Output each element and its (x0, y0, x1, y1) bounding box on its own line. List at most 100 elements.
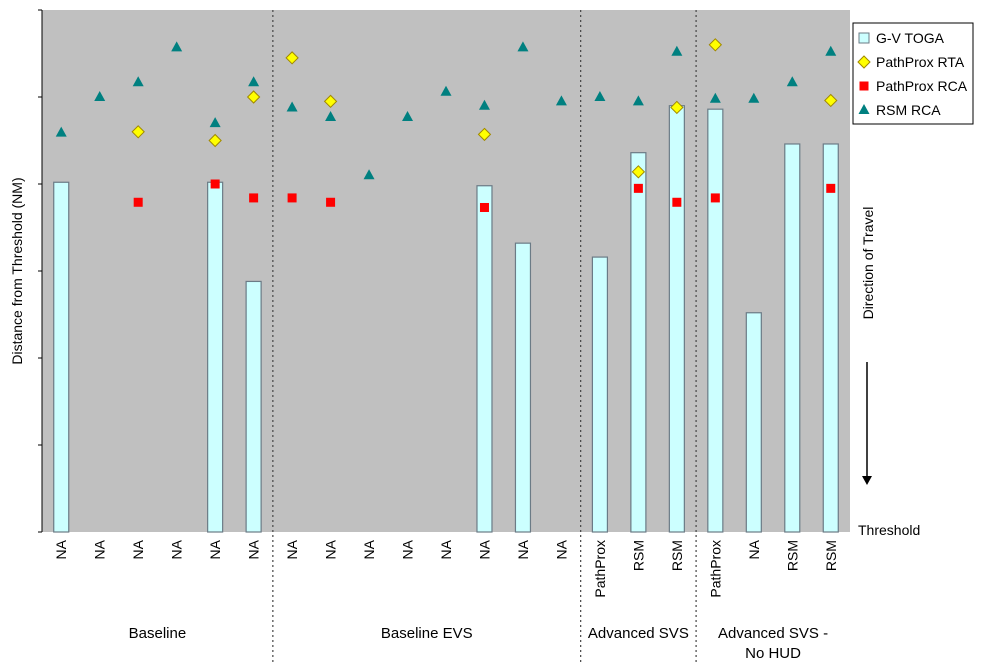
rsm-rca-point (671, 45, 683, 56)
x-tick-label: NA (130, 539, 146, 559)
legend-label: G-V TOGA (876, 30, 945, 46)
rsm-rca-point (248, 76, 260, 87)
x-tick-label: NA (207, 539, 223, 559)
group-dividers (272, 10, 697, 662)
rsm-rca-point (94, 91, 106, 101)
rsm-rca-point (286, 101, 298, 112)
rsm-rca-point (132, 76, 144, 87)
pathprox-rta-point (208, 133, 222, 148)
pathprox-rta-point (477, 127, 492, 142)
direction-of-travel-label: Direction of Travel (860, 207, 876, 320)
bar (668, 105, 685, 533)
bar (591, 256, 609, 533)
x-tick-label: NA (746, 539, 762, 559)
pathprox-rca-point (633, 183, 643, 193)
x-tick-label: NA (438, 539, 454, 559)
pathprox-rca-point (249, 193, 259, 203)
legend-swatch-diamond (857, 55, 871, 69)
direction-arrow-icon (862, 476, 872, 485)
group-label: Advanced SVS - No HUD (718, 625, 828, 662)
x-tick-label: NA (553, 539, 569, 559)
group-label-line: Baseline (129, 625, 187, 642)
group-label: Baseline (129, 625, 187, 642)
legend-swatch-square (859, 81, 869, 91)
rsm-rca-point (709, 92, 721, 103)
bar (784, 143, 801, 533)
group-label-line: Advanced SVS - (718, 625, 828, 642)
rsm-rca-point (209, 117, 221, 128)
bar-series (53, 105, 839, 533)
y-axis-title: Distance from Threshold (NM) (9, 177, 25, 364)
pathprox-rca-point (479, 202, 489, 212)
legend-swatch-triangle (858, 104, 870, 114)
legend-swatch-bar (858, 32, 870, 44)
x-tick-label: NA (246, 539, 262, 559)
x-tick-label: RSM (669, 540, 685, 571)
rsm-rca-point (517, 41, 529, 52)
bar (476, 185, 493, 533)
legend: G-V TOGA PathProx RTA PathProx RCA RSM RCA (852, 22, 974, 125)
group-label: Baseline EVS (381, 625, 473, 642)
group-label-line: Baseline EVS (381, 625, 473, 642)
bar (53, 181, 70, 533)
pathprox-rta-point (323, 94, 338, 109)
rsm-rca-point (594, 91, 606, 101)
bar (245, 280, 262, 533)
rsm-rca-point (325, 111, 337, 122)
pathprox-rta-point (670, 100, 684, 115)
pathprox-rca-point (710, 193, 720, 203)
pathprox-rta-point (631, 165, 646, 179)
threshold-label: Threshold (858, 522, 920, 538)
x-tick-label: NA (515, 539, 531, 559)
bar (745, 312, 762, 533)
pathprox-rta-point (824, 93, 838, 108)
rsm-rca-point (171, 41, 183, 52)
pathprox-rta-point (131, 125, 145, 139)
rsm-rca-point (632, 95, 644, 106)
legend-box (852, 22, 974, 125)
marker-series (55, 38, 838, 212)
x-tick-label: NA (361, 539, 377, 559)
pathprox-rca-point (210, 179, 220, 189)
group-label-line: Advanced SVS (588, 625, 689, 642)
rsm-rca-point (478, 99, 490, 110)
x-tick-label: NA (284, 539, 300, 559)
x-tick-label: NA (53, 539, 69, 559)
y-axis-ticks (38, 9, 42, 533)
x-tick-label: RSM (784, 540, 800, 571)
x-tick-label: NA (400, 539, 416, 559)
pathprox-rta-point (285, 51, 299, 65)
x-tick-label: NA (169, 539, 185, 559)
x-tick-label: NA (92, 539, 108, 559)
x-tick-label: PathProx (707, 540, 723, 598)
rsm-rca-point (748, 92, 760, 103)
rsm-rca-point (55, 126, 67, 137)
x-tick-labels: NA NA NA NA NA NA NA NA NA NA NA NA NA NA PathProx RSM R… (53, 539, 839, 597)
bar (514, 242, 532, 533)
rsm-rca-point (402, 111, 414, 122)
rsm-rca-point (555, 95, 567, 106)
legend-label: PathProx RCA (876, 78, 968, 94)
pathprox-rca-point (672, 197, 682, 207)
legend-label: RSM RCA (876, 102, 941, 118)
x-tick-label: RSM (630, 540, 646, 571)
bar (630, 152, 647, 533)
pathprox-rca-point (133, 197, 143, 207)
rsm-rca-point (363, 169, 375, 180)
bar (207, 181, 224, 533)
rsm-rca-point (440, 85, 452, 96)
bar (707, 108, 724, 533)
group-label: Advanced SVS (588, 625, 689, 642)
pathprox-rca-point (326, 197, 336, 207)
group-labels: Baseline Baseline EVS Advanced SVS Advanced… (129, 625, 828, 662)
legend-label: PathProx RTA (876, 54, 965, 70)
bar (822, 143, 839, 533)
pathprox-rta-point (246, 90, 261, 104)
rsm-rca-point (786, 76, 798, 87)
pathprox-rta-point (708, 38, 723, 52)
x-tick-label: PathProx (592, 540, 608, 598)
x-tick-label: RSM (823, 540, 839, 571)
pathprox-rca-point (826, 183, 836, 193)
x-tick-label: NA (323, 539, 339, 559)
